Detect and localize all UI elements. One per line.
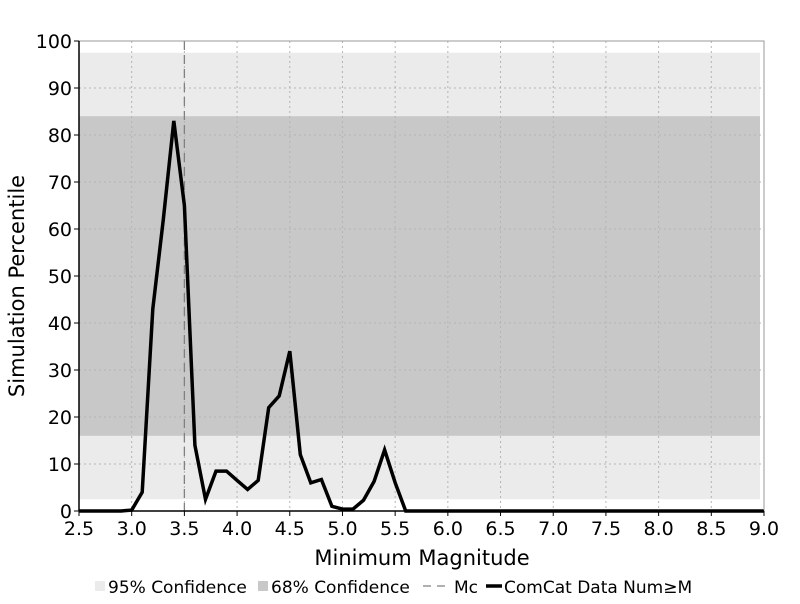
y-tick-label: 90	[48, 78, 72, 100]
x-tick-label: 4.0	[222, 518, 252, 540]
legend: 95% Confidence 68% Confidence Mc ComCat Dat…	[95, 578, 692, 598]
y-axis-title: Simulation Percentile	[5, 175, 29, 397]
x-axis-ticks: 2.5 3.0 3.5 4.0 4.5 5.0 5.5 6.0 6.5 7.0 7.5 8.0 8.5 9…	[64, 511, 779, 540]
y-tick-label: 30	[48, 360, 72, 382]
legend-swatch-68-confidence	[258, 581, 268, 591]
x-tick-label: 6.5	[485, 518, 515, 540]
x-tick-label: 2.5	[64, 518, 94, 540]
y-tick-label: 60	[48, 219, 72, 241]
grid	[78, 40, 765, 512]
x-tick-label: 8.0	[644, 518, 674, 540]
x-tick-label: 9.0	[749, 518, 779, 540]
legend-label-mc: Mc	[454, 578, 478, 598]
y-tick-label: 100	[36, 31, 72, 53]
legend-label-95-confidence: 95% Confidence	[108, 578, 247, 598]
x-tick-label: 3.0	[117, 518, 147, 540]
x-tick-label: 5.5	[380, 518, 410, 540]
y-tick-label: 0	[60, 501, 72, 523]
y-tick-label: 50	[48, 266, 72, 288]
legend-swatch-95-confidence	[95, 581, 105, 591]
x-tick-label: 8.5	[696, 518, 726, 540]
x-tick-label: 4.5	[275, 518, 305, 540]
x-tick-label: 7.0	[538, 518, 568, 540]
y-tick-label: 70	[48, 172, 72, 194]
x-tick-label: 5.0	[327, 518, 357, 540]
y-tick-label: 10	[48, 454, 72, 476]
x-tick-label: 3.5	[169, 518, 199, 540]
x-tick-label: 6.0	[433, 518, 463, 540]
x-tick-label: 7.5	[591, 518, 621, 540]
y-tick-label: 20	[48, 407, 72, 429]
legend-label-68-confidence: 68% Confidence	[271, 578, 410, 598]
y-axis-ticks: 0 10 20 30 40 50 60 70 80 90 100	[36, 31, 79, 523]
x-axis-title: Minimum Magnitude	[314, 546, 529, 570]
y-tick-label: 80	[48, 125, 72, 147]
y-tick-label: 40	[48, 313, 72, 335]
legend-label-comcat-data-num-m: ComCat Data Num≥M	[504, 578, 692, 598]
